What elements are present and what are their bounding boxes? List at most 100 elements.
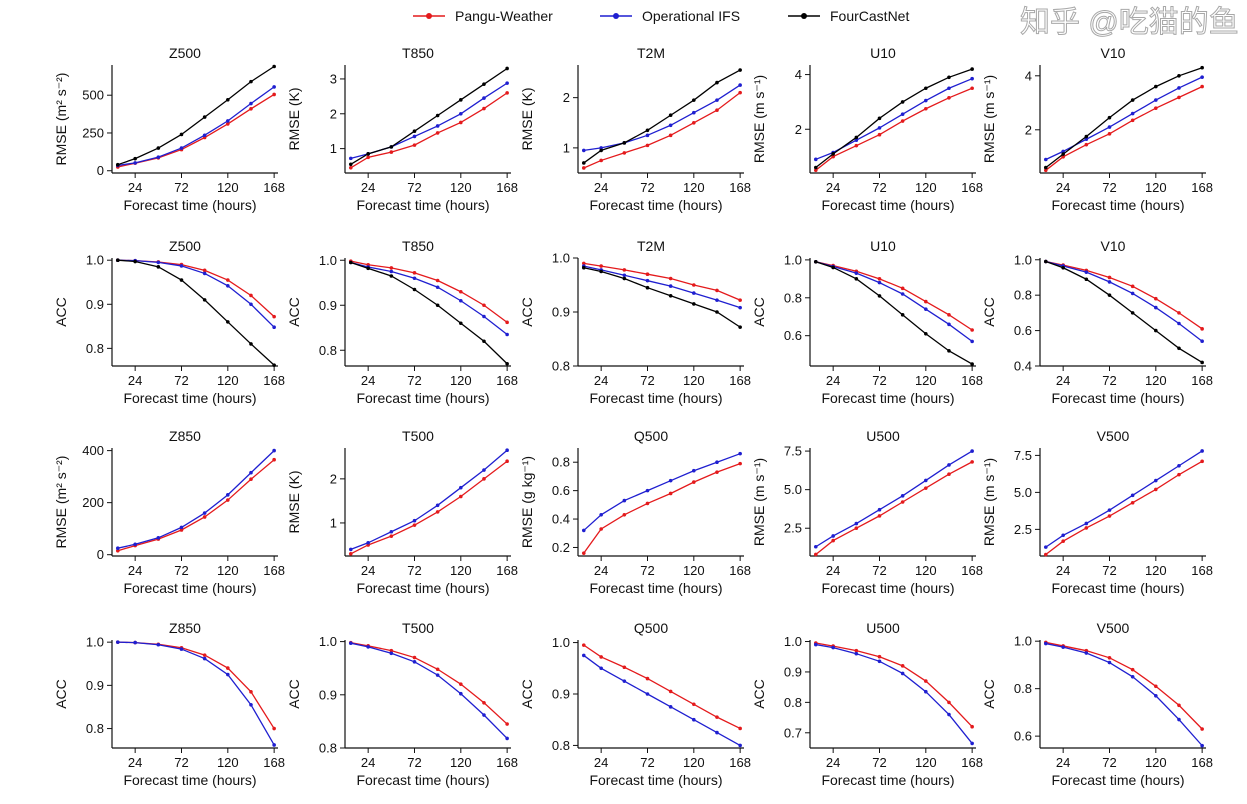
data-point (854, 143, 859, 148)
data-point (115, 162, 120, 167)
data-point (133, 259, 137, 264)
subplot: Q500 24 72 120 168 0.8 0.9 1.0 Forecast time (ho… (519, 620, 751, 788)
y-axis-label: RMSE (K) (286, 471, 302, 534)
data-point (581, 261, 586, 266)
data-point (1107, 132, 1112, 136)
series-line (815, 643, 973, 744)
y-axis-label: RMSE (m² s⁻²) (53, 73, 69, 166)
data-point (459, 298, 463, 303)
data-point (1043, 552, 1048, 557)
subplot: T500 24 72 120 168 0.8 0.9 1.0 Forecast time (ho… (286, 620, 518, 788)
data-point (226, 97, 230, 102)
y-tick-label: 0.8 (552, 738, 570, 753)
data-point (900, 494, 905, 498)
data-point (715, 310, 719, 314)
x-tick-label: 72 (640, 563, 654, 578)
data-point (831, 154, 835, 159)
data-point (622, 276, 627, 281)
x-tick-label: 120 (450, 755, 472, 770)
data-point (459, 289, 463, 294)
data-point (366, 266, 370, 271)
data-point (900, 119, 905, 123)
data-point (1177, 346, 1181, 351)
data-point (1177, 95, 1181, 100)
x-tick-label: 168 (496, 755, 518, 770)
y-tick-label: 0.6 (784, 328, 802, 343)
data-point (412, 129, 417, 133)
y-tick-label: 0.8 (86, 341, 104, 356)
x-tick-label: 24 (128, 180, 142, 195)
data-point (412, 655, 417, 660)
y-tick-label: 2 (563, 90, 570, 105)
data-point (202, 268, 207, 273)
data-point (947, 313, 951, 317)
x-tick-label: 168 (263, 373, 285, 388)
data-point (668, 491, 673, 496)
data-point (226, 283, 230, 288)
x-tick-label: 120 (683, 180, 705, 195)
data-point (738, 83, 742, 87)
data-point (133, 156, 137, 161)
data-point (156, 265, 161, 269)
x-tick-label: 24 (594, 755, 608, 770)
x-axis-label: Forecast time (hours) (123, 197, 256, 213)
data-point (133, 542, 137, 547)
data-point (692, 110, 696, 115)
subplot-title: V10 (1101, 238, 1126, 254)
data-point (202, 653, 207, 657)
data-point (599, 148, 603, 153)
x-tick-label: 24 (361, 563, 375, 578)
data-point (970, 86, 974, 91)
data-point (854, 526, 859, 531)
data-point (226, 119, 230, 123)
data-point (435, 278, 440, 283)
x-tick-label: 24 (826, 755, 840, 770)
data-point (854, 271, 859, 275)
data-point (599, 527, 603, 531)
data-point (505, 736, 509, 741)
data-point (1107, 656, 1112, 660)
series-line (815, 87, 973, 171)
subplot: T500 24 72 120 168 1 2 Forecast time (hours) RMS… (286, 428, 518, 596)
data-point (1061, 533, 1065, 538)
data-point (668, 284, 673, 288)
data-point (179, 647, 184, 651)
y-tick-label: 1.0 (86, 253, 104, 268)
x-tick-label: 24 (128, 373, 142, 388)
y-tick-label: 0.9 (784, 664, 802, 679)
data-point (970, 460, 974, 464)
data-point (482, 96, 486, 100)
data-point (1130, 284, 1135, 289)
x-axis-label: Forecast time (hours) (589, 580, 722, 596)
subplot: Z850 24 72 120 168 0.8 0.9 1.0 Forecast time (ho… (53, 620, 285, 788)
data-point (272, 314, 276, 319)
data-point (348, 165, 353, 170)
data-point (877, 126, 882, 130)
series-line (815, 261, 973, 342)
data-point (249, 342, 253, 346)
data-point (622, 273, 627, 278)
y-tick-label: 4 (1025, 68, 1032, 83)
data-point (249, 101, 253, 106)
series-line (583, 262, 741, 301)
data-point (738, 325, 742, 329)
data-point (900, 100, 905, 104)
series-line (815, 261, 973, 365)
y-tick-label: 0.6 (1014, 323, 1032, 338)
data-point (226, 498, 230, 502)
series-line (350, 642, 508, 725)
data-point (947, 322, 951, 327)
series-line (815, 450, 973, 548)
y-axis-label: ACC (286, 679, 302, 709)
series-line (583, 654, 741, 746)
data-point (581, 653, 586, 658)
data-point (348, 551, 353, 556)
data-point (668, 689, 673, 694)
series-line (815, 642, 973, 728)
y-tick-label: 1.0 (1014, 252, 1032, 267)
x-axis-label: Forecast time (hours) (589, 772, 722, 788)
data-point (1200, 75, 1204, 79)
data-point (366, 540, 370, 545)
data-point (813, 642, 818, 647)
data-point (877, 514, 882, 518)
